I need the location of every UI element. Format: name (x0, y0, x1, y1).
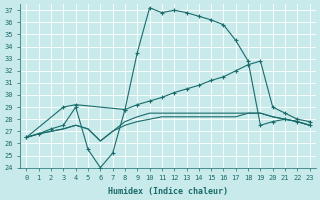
X-axis label: Humidex (Indice chaleur): Humidex (Indice chaleur) (108, 187, 228, 196)
